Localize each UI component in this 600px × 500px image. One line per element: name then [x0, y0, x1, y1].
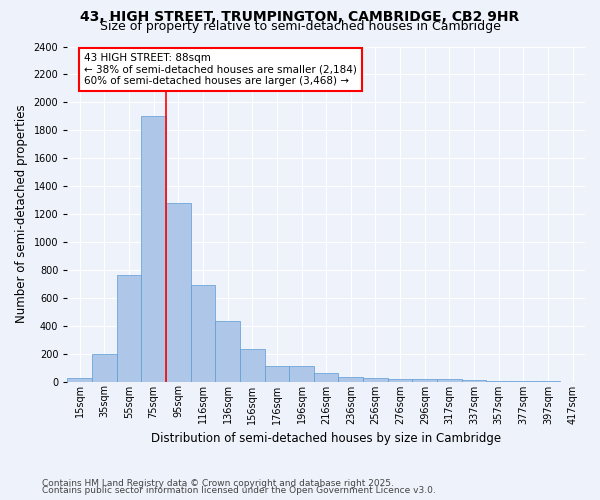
Bar — [289, 366, 314, 382]
Text: Contains HM Land Registry data © Crown copyright and database right 2025.: Contains HM Land Registry data © Crown c… — [42, 478, 394, 488]
Bar — [363, 378, 388, 382]
Bar — [215, 322, 240, 382]
X-axis label: Distribution of semi-detached houses by size in Cambridge: Distribution of semi-detached houses by … — [151, 432, 501, 445]
Bar — [141, 116, 166, 382]
Bar — [511, 381, 536, 382]
Text: 43 HIGH STREET: 88sqm
← 38% of semi-detached houses are smaller (2,184)
60% of s: 43 HIGH STREET: 88sqm ← 38% of semi-deta… — [84, 53, 357, 86]
Bar — [166, 203, 191, 382]
Text: 43, HIGH STREET, TRUMPINGTON, CAMBRIDGE, CB2 9HR: 43, HIGH STREET, TRUMPINGTON, CAMBRIDGE,… — [80, 10, 520, 24]
Bar — [388, 378, 412, 382]
Bar — [338, 376, 363, 382]
Bar — [487, 381, 511, 382]
Bar — [92, 354, 116, 382]
Bar — [314, 373, 338, 382]
Bar — [116, 276, 141, 382]
Bar — [412, 378, 437, 382]
Bar — [462, 380, 487, 382]
Text: Size of property relative to semi-detached houses in Cambridge: Size of property relative to semi-detach… — [100, 20, 500, 33]
Bar — [240, 350, 265, 382]
Bar — [67, 378, 92, 382]
Bar — [265, 366, 289, 382]
Bar — [191, 285, 215, 382]
Y-axis label: Number of semi-detached properties: Number of semi-detached properties — [15, 104, 28, 324]
Bar — [437, 380, 462, 382]
Text: Contains public sector information licensed under the Open Government Licence v3: Contains public sector information licen… — [42, 486, 436, 495]
